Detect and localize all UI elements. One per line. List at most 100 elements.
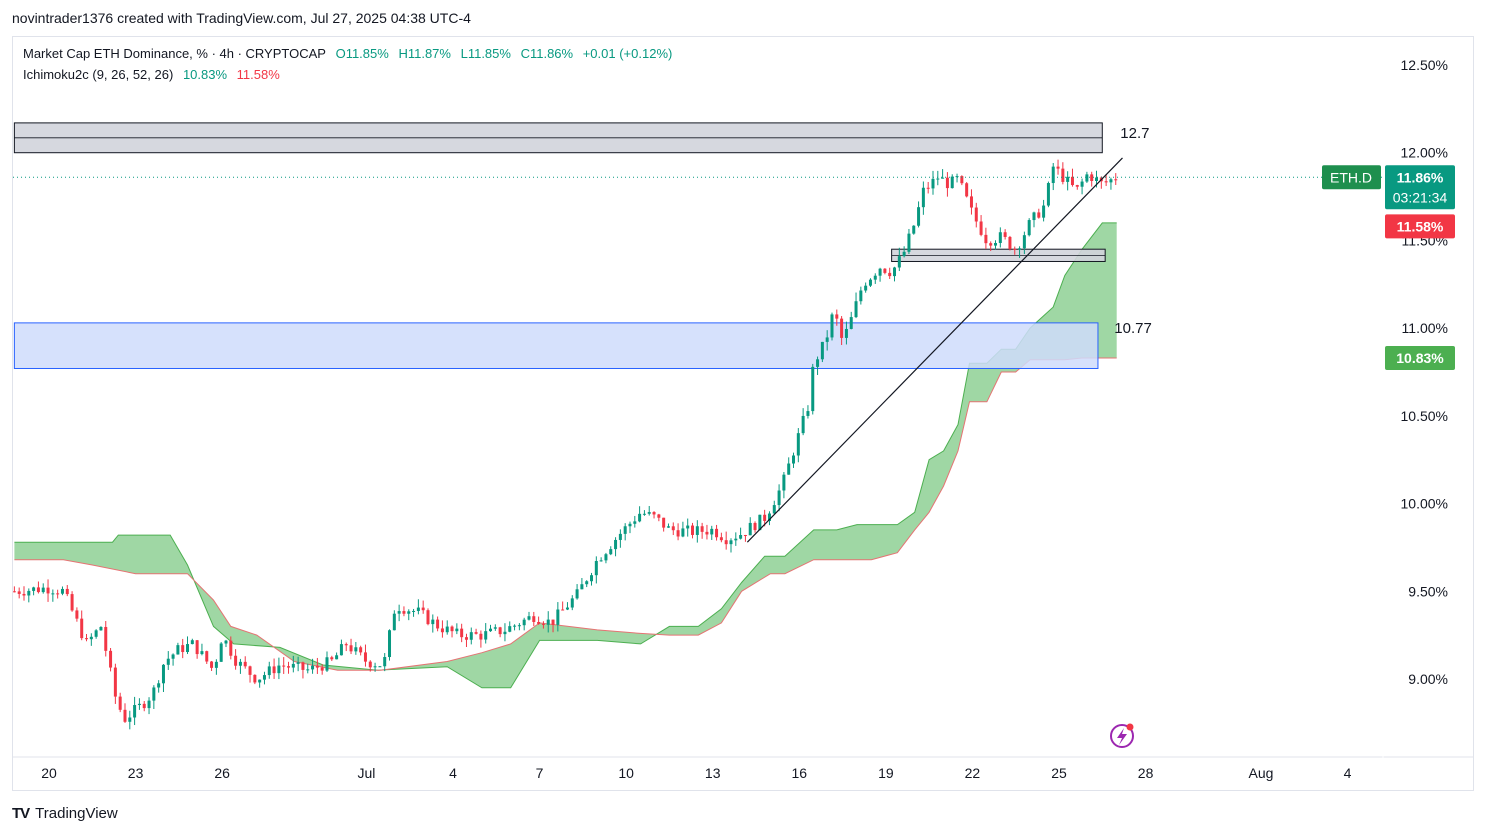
candle-body [820,341,824,360]
candle-body [633,521,637,524]
candle-body [123,709,127,722]
candle-body [426,610,430,625]
x-tick-label: 7 [536,765,544,781]
price-label-0 [1385,165,1455,210]
candle-body [498,627,502,635]
candle-body [354,647,358,652]
x-tick-label: 26 [214,765,230,781]
candle-body [941,177,945,179]
candle-body [796,433,800,456]
x-tick-label: 4 [449,765,457,781]
candle-body [339,644,343,656]
ichimoku-cloud [14,222,1117,688]
candle-body [541,623,545,625]
candle-body [777,490,781,506]
candle-body [65,588,69,595]
candle-body [224,640,228,644]
candle-body [936,178,940,180]
candle-body [489,628,493,632]
candle-body [763,514,767,521]
legend-high: H11.87% [398,46,451,61]
candle-body [715,528,719,538]
trendline [746,157,1123,543]
candle-body [455,628,459,632]
candle-body [743,535,747,537]
y-tick-label: 12.00% [1401,145,1448,161]
candle-body [719,537,723,541]
candle-body [734,538,738,541]
candle-body [383,657,387,667]
candle-body [56,593,60,595]
x-tick-label: 13 [705,765,721,781]
candle-body [493,627,497,629]
candle-body [306,669,310,671]
candle-body [137,703,141,706]
chart-canvas[interactable]: 12.710.7712.50%12.00%11.50%11.00%10.50%1… [13,37,1473,790]
candle-body [705,531,709,535]
candle-body [753,522,757,531]
candle-body [614,539,618,550]
candle-body [219,643,223,662]
candle-body [917,207,921,226]
candle-body [556,609,560,625]
candle-body [604,554,608,561]
candle-body [513,625,517,627]
chart-frame[interactable]: 12.7 10.77 12.50% 12.00% 11.50% 11.00% 10.50% 1… [12,36,1474,791]
tradingview-brand[interactable]: TV TradingView [12,805,118,822]
candle-body [998,232,1002,243]
candle-body [561,609,565,611]
candle-body [277,665,281,674]
candle-body [989,243,993,246]
candle-body [41,587,45,593]
candle-body [1018,248,1022,250]
candle-body [642,513,646,515]
candle-body [190,640,194,645]
candle-body [407,611,411,614]
candle-body [1114,179,1118,181]
candle-body [205,651,209,662]
candle-body [979,221,983,235]
candle-body [854,301,858,318]
candle-body [623,526,627,534]
candle-body [873,275,877,280]
candle-body [565,607,569,610]
notification-dot-icon [1126,723,1134,731]
candle-body [296,662,300,664]
candle-body [888,272,892,277]
zone-label-10-77: 10.77 [1114,320,1152,337]
candle-body [921,187,925,208]
candle-body [657,514,661,518]
candle-body [157,683,161,688]
candle-body [133,705,137,718]
candle-body [359,647,363,653]
x-tick-label: 10 [618,765,634,781]
candle-body [287,666,291,668]
candle-body [1032,212,1036,221]
candle-body [89,636,93,640]
candle-body [517,625,521,627]
candle-body [522,619,526,626]
countdown-label: 03:21:34 [1393,189,1448,205]
legend-symbol[interactable]: Market Cap ETH Dominance, % · 4h · CRYPT… [23,46,326,61]
candle-body [392,613,396,631]
candle-body [883,268,887,273]
candle-body [570,598,574,608]
candle-body [782,474,786,491]
candle-body [647,512,651,514]
candle-body [104,626,108,651]
x-tick-label: 4 [1344,765,1352,781]
author-line: novintrader1376 created with TradingView… [12,10,471,26]
legend-symbol-row: Market Cap ETH Dominance, % · 4h · CRYPT… [23,46,678,61]
legend-indicator[interactable]: Ichimoku2c (9, 26, 52, 26) [23,67,174,82]
candle-body [792,455,796,464]
candle-body [171,654,175,659]
candle-body [508,626,512,632]
symbol-tag [1322,165,1381,190]
candle-body [1008,236,1012,249]
legend-indicator-row: Ichimoku2c (9, 26, 52, 26) 10.83% 11.58% [23,67,286,82]
candle-body [686,525,690,529]
tradingview-logo-icon: TV [12,805,30,822]
candle-body [907,233,911,252]
candle-body [142,703,146,709]
x-tick-label: Jul [357,765,375,781]
